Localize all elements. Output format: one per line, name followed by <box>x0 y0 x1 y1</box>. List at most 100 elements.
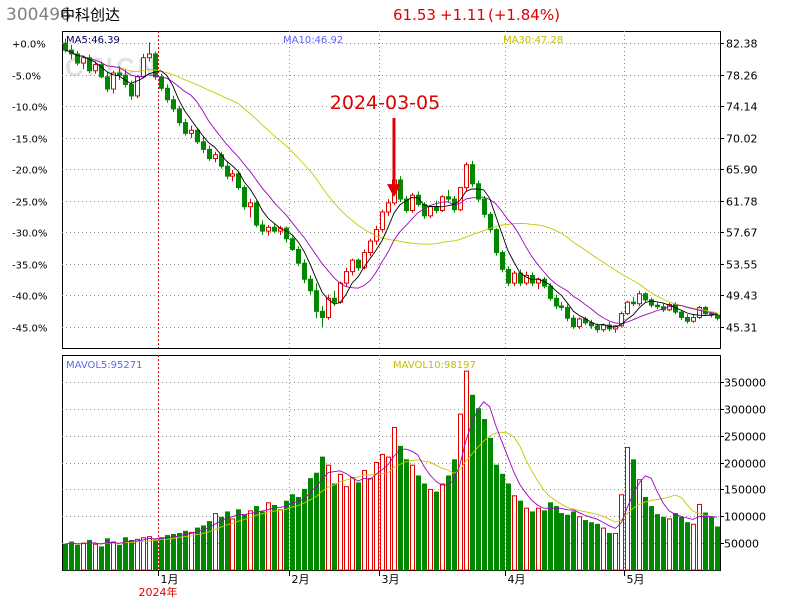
volume-bar-down <box>554 506 559 571</box>
volume-bar-down <box>201 525 206 571</box>
candle-down <box>500 252 505 270</box>
volume-bar-down <box>63 543 68 571</box>
candle-down <box>506 268 511 284</box>
volume-bar-down <box>105 538 110 571</box>
candle-down <box>236 173 241 189</box>
volume-bar-down <box>476 408 481 571</box>
candle-up <box>619 313 624 327</box>
volume-bar-down <box>709 516 714 571</box>
candle-down <box>416 194 421 205</box>
candle-down <box>284 227 289 240</box>
stock-name: 中科创达 <box>60 6 121 24</box>
date-tick-label: 5月 <box>627 573 645 586</box>
volume-bar-down <box>404 459 409 571</box>
ma5-line <box>64 49 718 328</box>
volume-bar-down <box>165 535 170 571</box>
volume-bar-down <box>631 459 636 571</box>
price-tick-label: 53.55 <box>726 259 758 272</box>
volume-bar-up <box>326 464 331 571</box>
candle-up <box>440 196 445 212</box>
volume-bar-down <box>332 483 337 571</box>
volume-tick-label: 350000 <box>724 377 766 390</box>
volume-bar-up <box>577 516 582 571</box>
candle-up <box>386 202 391 213</box>
candle-up <box>637 293 642 305</box>
volume-bar-up <box>458 413 463 571</box>
volume-bar-down <box>242 514 247 571</box>
volume-bar-up <box>625 446 630 571</box>
candle-down <box>171 99 176 110</box>
volume-bar-up <box>135 538 140 571</box>
volume-bar-down <box>500 473 505 571</box>
candle-up <box>147 53 152 59</box>
price-panel-grid <box>62 31 720 348</box>
candle-up <box>625 301 630 315</box>
volume-bar-up <box>189 531 194 571</box>
volume-bar-up <box>362 470 367 571</box>
volume-bar-down <box>296 496 301 571</box>
price-tick-label: 70.02 <box>726 133 758 146</box>
volume-bar-down <box>87 539 92 571</box>
volume-bar-down <box>649 506 654 571</box>
ma5-label: MA5:46.39 <box>66 35 120 46</box>
volume-bar-down <box>75 544 80 571</box>
volume-bar-down <box>482 419 487 571</box>
ma30-label: MA30:47.28 <box>503 35 563 46</box>
candle-down <box>183 122 188 134</box>
candle-up <box>266 226 271 232</box>
volume-bar-down <box>589 522 594 571</box>
volume-bar-down <box>260 511 265 571</box>
volume-bar-down <box>171 534 176 571</box>
volume-tick-label: 300000 <box>724 404 766 417</box>
candle-up <box>368 240 373 254</box>
candle-down <box>554 297 559 307</box>
annotation-arrow <box>386 118 401 198</box>
candle-down <box>201 141 206 150</box>
candle-down <box>153 53 158 78</box>
volume-bar-down <box>69 541 74 571</box>
volume-bar-up <box>111 541 116 571</box>
candle-up <box>338 282 343 303</box>
candle-down <box>655 304 660 308</box>
volume-bar-down <box>225 511 230 571</box>
date-tick-label: 1月 <box>161 573 179 586</box>
candle-down <box>685 316 690 322</box>
candle-down <box>117 72 122 76</box>
volume-bar-up <box>512 495 517 571</box>
candle-up <box>326 297 331 318</box>
volume-bar-down <box>452 459 457 571</box>
candle-down <box>518 272 523 284</box>
candle-down <box>649 299 654 306</box>
date-tick-label: 3月 <box>382 573 400 586</box>
volume-bar-up <box>380 453 385 571</box>
volume-bar-down <box>398 445 403 571</box>
volume-tick-label: 150000 <box>724 484 766 497</box>
price-tick-label: 61.78 <box>726 196 758 209</box>
candle-down <box>595 325 600 331</box>
year-label: 2024年 <box>139 585 178 599</box>
volume-bar-up <box>344 486 349 571</box>
volume-bar-up <box>278 509 283 571</box>
date-tick-label: 2月 <box>292 573 310 586</box>
volume-bar-up <box>601 527 606 571</box>
candle-up <box>464 164 469 189</box>
candle-up <box>81 57 86 64</box>
volume-bar-up <box>691 523 696 571</box>
volume-bar-down <box>506 483 511 571</box>
volume-bar-down <box>571 511 576 571</box>
candle-down <box>105 76 110 90</box>
candle-down <box>434 206 439 212</box>
volume-bar-up <box>81 542 86 571</box>
candle-down <box>296 248 301 264</box>
price-tick-label: 49.43 <box>726 290 758 303</box>
volume-bar-down <box>530 511 535 571</box>
candle-down <box>320 310 325 318</box>
volume-bar-down <box>703 512 708 571</box>
percent-tick-label: -15.0% <box>12 135 47 146</box>
candle-up <box>111 72 116 90</box>
volume-bar-down <box>159 537 164 571</box>
candle-down <box>129 83 134 97</box>
price-panel-frame <box>62 31 721 349</box>
candle-up <box>458 187 463 211</box>
